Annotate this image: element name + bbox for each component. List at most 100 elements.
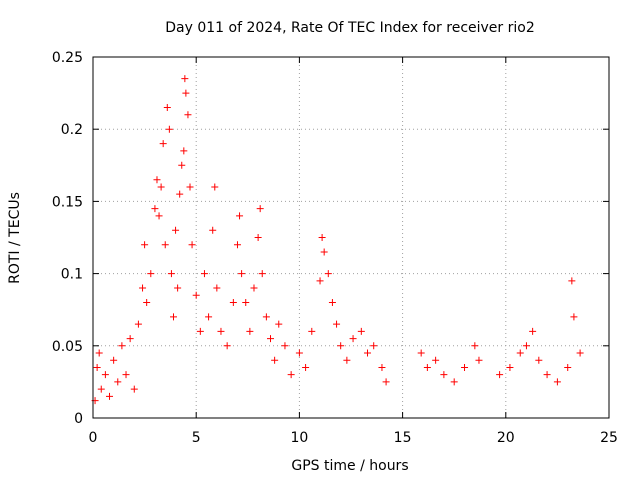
data-point [281, 342, 289, 350]
data-point [382, 378, 390, 386]
data-point [576, 349, 584, 357]
data-point [271, 356, 279, 364]
y-tick-label: 0.1 [61, 267, 83, 283]
data-point [461, 363, 469, 371]
data-point [184, 111, 192, 119]
data-point [302, 363, 310, 371]
data-point [432, 356, 440, 364]
data-point [246, 327, 254, 335]
data-point [217, 327, 225, 335]
data-point [172, 226, 180, 234]
grid-lines [93, 57, 609, 418]
data-points [91, 75, 584, 405]
data-point [529, 327, 537, 335]
data-point [543, 371, 551, 379]
data-point [147, 270, 155, 278]
data-point [295, 349, 303, 357]
data-point [174, 284, 182, 292]
data-point [417, 349, 425, 357]
data-point [196, 327, 204, 335]
data-point [256, 205, 264, 213]
data-point [101, 371, 109, 379]
data-point [200, 270, 208, 278]
data-point [275, 320, 283, 328]
x-axis-label: GPS time / hours [291, 458, 408, 474]
data-point [213, 284, 221, 292]
data-point [320, 248, 328, 256]
data-point [106, 392, 114, 400]
data-point [110, 356, 118, 364]
data-point [522, 342, 530, 350]
data-point [250, 284, 258, 292]
data-point [337, 342, 345, 350]
data-point [114, 378, 122, 386]
data-point [370, 342, 378, 350]
data-point [223, 342, 231, 350]
data-point [143, 298, 151, 306]
x-tick-label: 10 [290, 430, 308, 446]
data-point [186, 183, 194, 191]
data-point [242, 298, 250, 306]
data-point [440, 371, 448, 379]
data-point [333, 320, 341, 328]
data-point [535, 356, 543, 364]
data-point [318, 234, 326, 241]
data-point [165, 125, 173, 133]
data-point [163, 104, 171, 112]
data-point [378, 363, 386, 371]
data-point [118, 342, 126, 350]
data-point [176, 190, 184, 198]
data-point [516, 349, 524, 357]
data-point [349, 335, 357, 343]
data-point [122, 371, 130, 379]
y-tick-label: 0.15 [52, 194, 83, 210]
data-point [161, 241, 169, 249]
data-point [157, 183, 165, 191]
data-point [130, 385, 138, 393]
data-point [134, 320, 142, 328]
data-point [267, 335, 275, 343]
data-point [364, 349, 372, 357]
data-point [496, 371, 504, 379]
data-point [192, 291, 200, 299]
data-point [97, 385, 105, 393]
data-point [423, 363, 431, 371]
data-point [308, 327, 316, 335]
data-point [553, 378, 561, 386]
data-point [141, 241, 149, 249]
data-point [236, 212, 244, 220]
x-tick-label: 5 [192, 430, 201, 446]
data-point [93, 363, 101, 371]
data-point [316, 277, 324, 285]
data-point [205, 313, 213, 321]
data-point [155, 212, 163, 220]
data-point [95, 349, 103, 357]
data-point [159, 140, 167, 148]
y-tick-label: 0.05 [52, 339, 83, 355]
data-point [328, 298, 336, 306]
data-point [229, 298, 237, 306]
y-axis-label: ROTI / TECUs [7, 192, 23, 284]
data-point [258, 270, 266, 278]
data-point [209, 226, 217, 234]
x-tick-label: 0 [89, 430, 98, 446]
data-point [357, 327, 365, 335]
data-point [287, 371, 295, 379]
chart-title: Day 011 of 2024, Rate Of TEC Index for r… [165, 20, 535, 36]
data-point [181, 75, 189, 83]
data-point [475, 356, 483, 364]
x-tick-label: 25 [600, 430, 618, 446]
data-point [151, 205, 159, 213]
data-point [182, 89, 190, 97]
data-point [126, 335, 134, 343]
data-point [211, 183, 219, 191]
axis-ticks [92, 56, 610, 419]
data-point [343, 356, 351, 364]
data-point [153, 176, 161, 184]
data-point [450, 378, 458, 386]
x-tick-label: 15 [394, 430, 412, 446]
data-point [188, 241, 196, 249]
y-tick-label: 0 [74, 411, 83, 427]
data-point [324, 270, 332, 278]
